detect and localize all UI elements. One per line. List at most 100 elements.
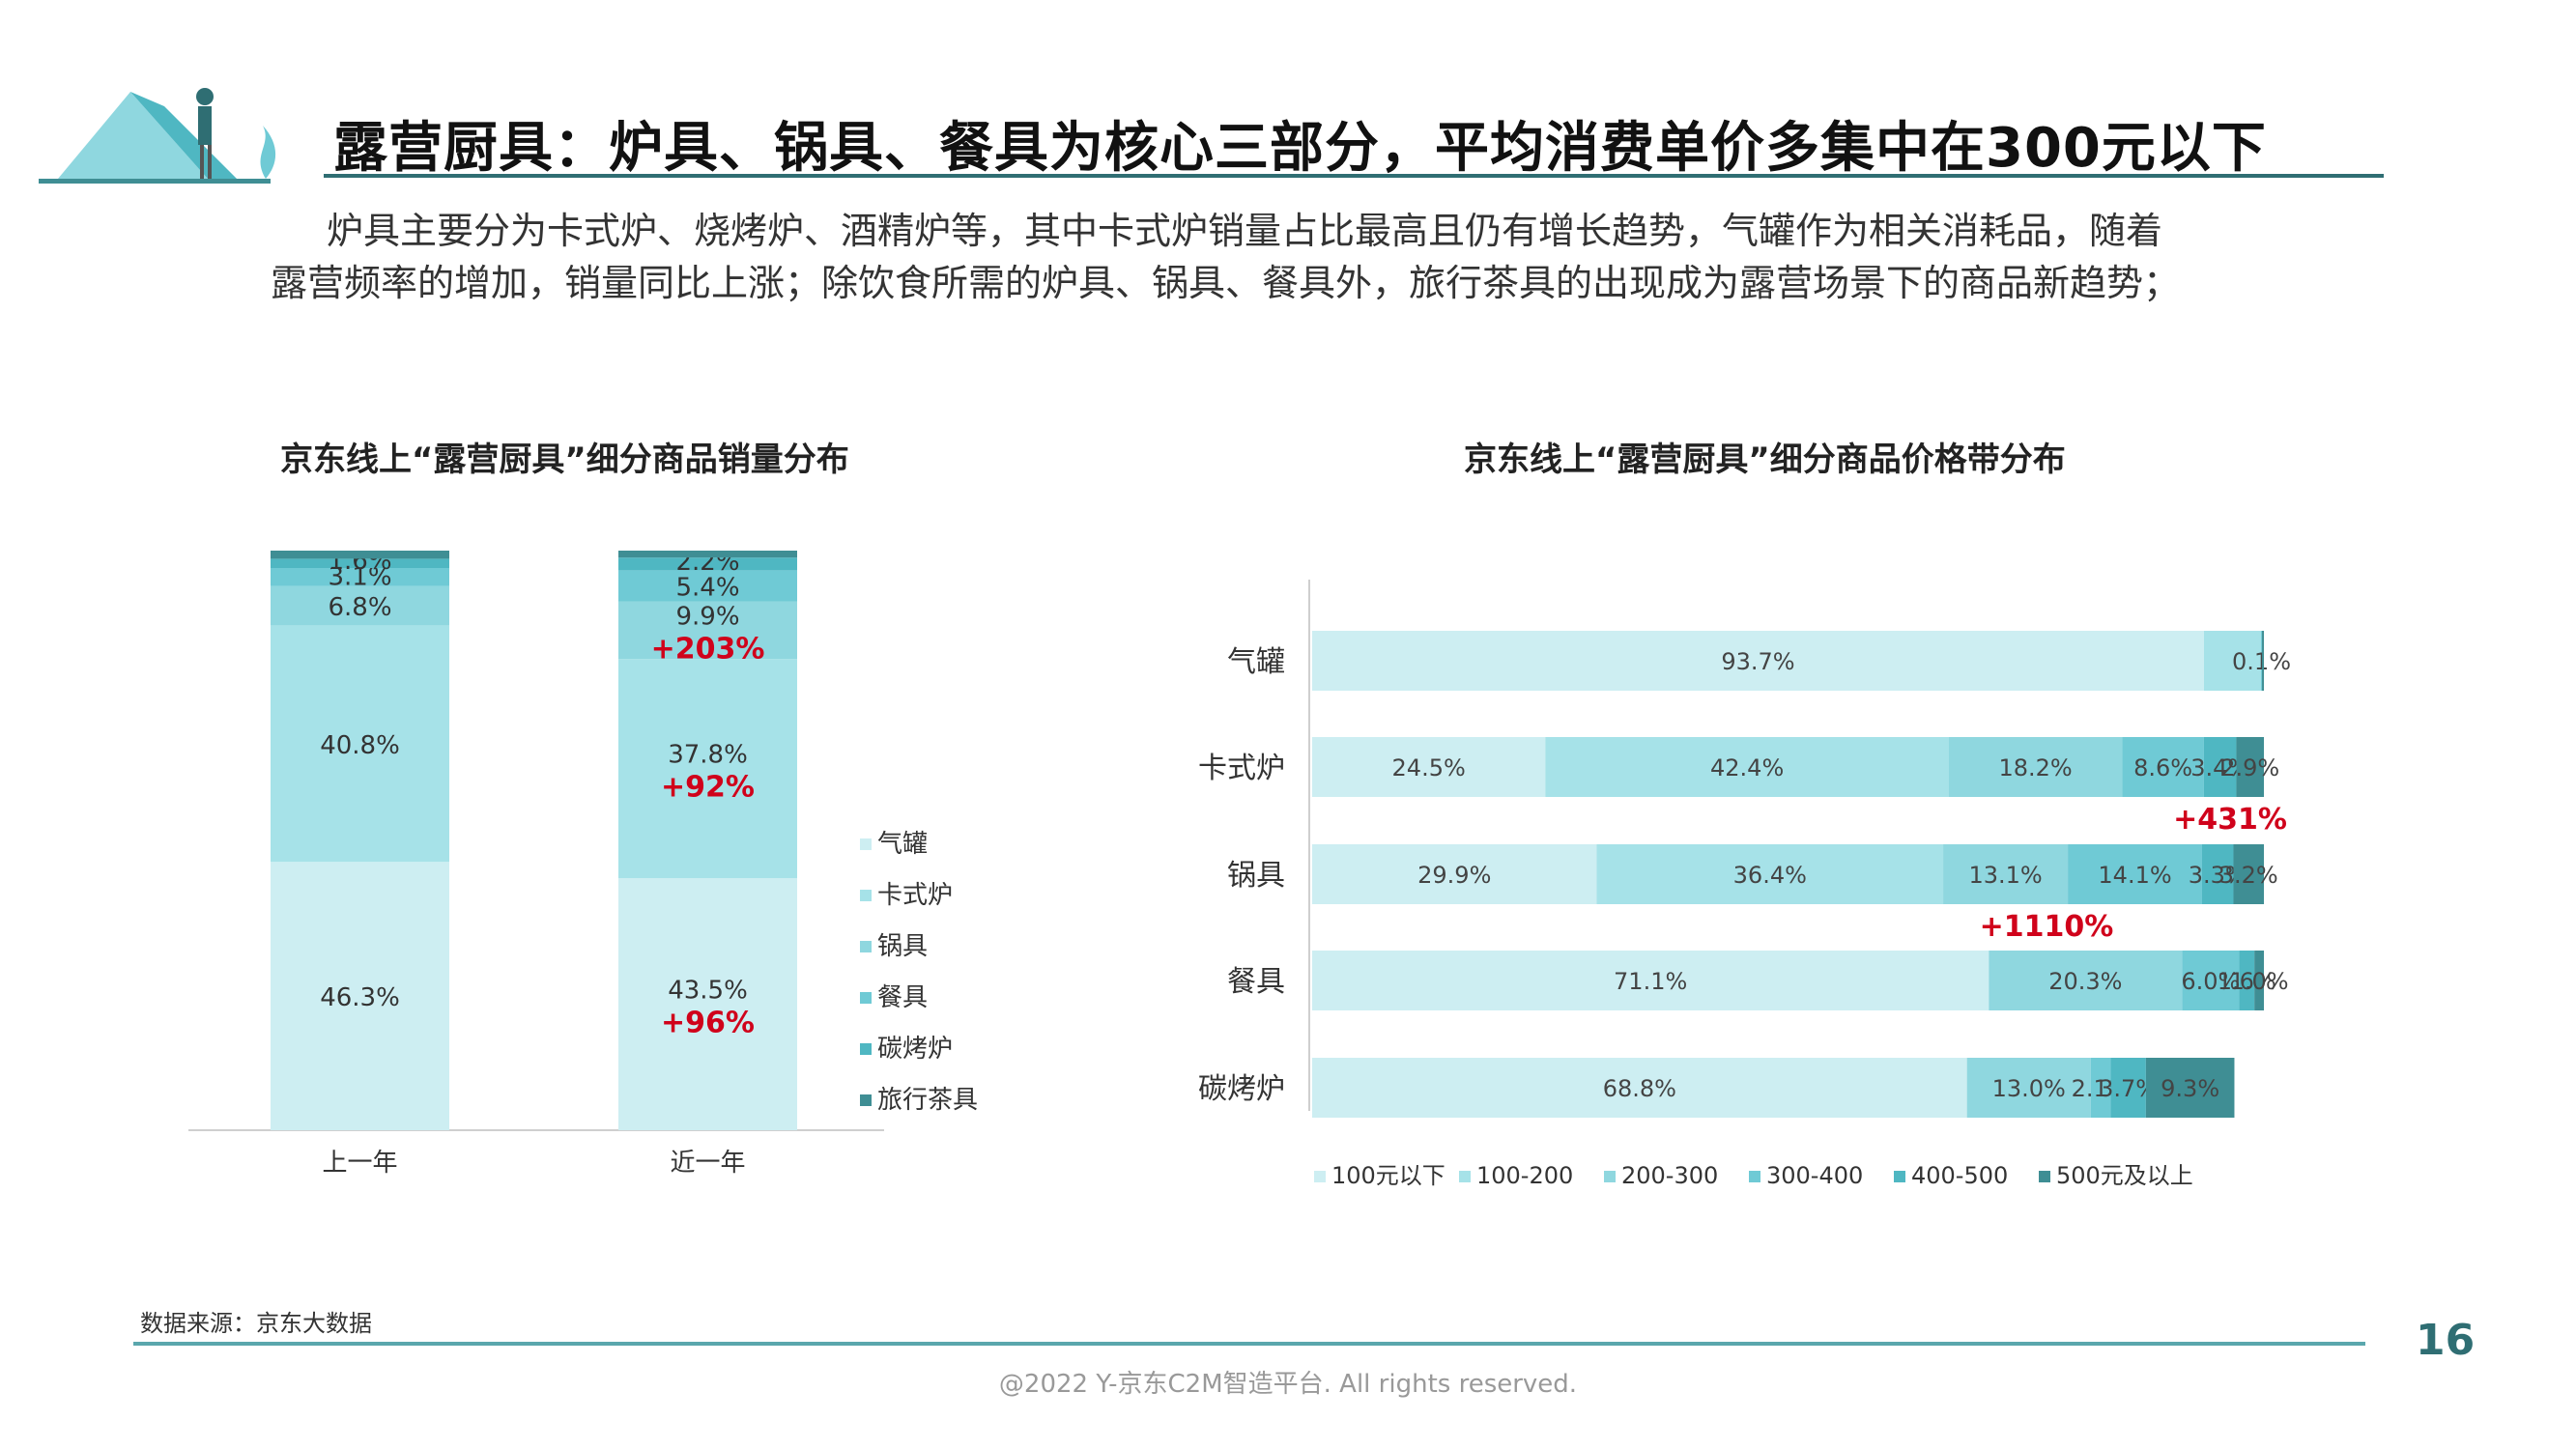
data-label: 13.0% xyxy=(1992,1075,2066,1102)
bar-segment xyxy=(618,551,797,558)
page-number: 16 xyxy=(2416,1316,2476,1365)
bar-segment xyxy=(2090,1058,2111,1118)
legend-swatch xyxy=(1459,1171,1471,1182)
legend-label: 100元以下 xyxy=(1331,1162,1445,1189)
legend-swatch xyxy=(860,890,872,901)
legend-swatch xyxy=(860,1094,872,1106)
sales-distribution-chart: 46.3%40.8%6.8%3.1%1.6%上一年43.5%+96%37.8%+… xyxy=(188,551,978,1178)
bar-segment xyxy=(1312,737,1546,797)
growth-annotation: +1110% xyxy=(1980,910,2114,944)
data-label: 6.8% xyxy=(328,593,391,622)
bar-segment xyxy=(2254,951,2264,1010)
bar-segment xyxy=(2239,951,2255,1010)
bar-segment xyxy=(618,557,797,571)
y-tick-label: 气罐 xyxy=(1227,645,1285,679)
data-label: 40.8% xyxy=(320,731,400,760)
data-label: 5.4% xyxy=(675,574,739,603)
data-label: 68.8% xyxy=(1603,1075,1676,1102)
footer-divider xyxy=(133,1342,2365,1346)
data-label: 20.3% xyxy=(2048,968,2122,995)
title-divider xyxy=(324,174,2384,178)
data-label: 43.5% xyxy=(668,977,748,1006)
data-label: 2.9% xyxy=(2220,754,2279,781)
bar-segment xyxy=(2203,737,2237,797)
data-label: 9.9% xyxy=(675,603,739,632)
bar-segment xyxy=(2122,737,2204,797)
bar-segment xyxy=(1966,1058,2091,1118)
price-band-chart: 气罐 93.7% 0.1%卡式炉 24.5% 42.4% 18.2% 8.6%3.4%2.9… xyxy=(1198,580,2291,1189)
bar-segment xyxy=(618,659,797,878)
bar-segment xyxy=(2203,631,2262,691)
legend-label: 气罐 xyxy=(877,830,928,859)
data-label: 18.2% xyxy=(1998,754,2072,781)
bar-segment xyxy=(271,625,449,863)
legend-swatch xyxy=(860,1043,872,1055)
data-label: 42.4% xyxy=(1710,754,1784,781)
data-label: 71.1% xyxy=(1614,968,1687,995)
bar-segment xyxy=(2110,1058,2146,1118)
bar-segment xyxy=(2236,737,2264,797)
bar-segment xyxy=(1312,844,1597,904)
data-label: 24.5% xyxy=(1392,754,1466,781)
bar-segment xyxy=(1989,951,2183,1010)
bar-segment xyxy=(618,601,797,660)
bar-segment xyxy=(1545,737,1949,797)
sales-chart-title: 京东线上“露营厨具”细分商品销量分布 xyxy=(280,440,849,479)
y-tick-label: 餐具 xyxy=(1227,965,1285,999)
legend-swatch xyxy=(1749,1171,1760,1182)
data-label: 14.1% xyxy=(2098,862,2171,889)
data-label: 13.1% xyxy=(1968,862,2042,889)
bar-segment xyxy=(2145,1058,2235,1118)
data-label: 1.0% xyxy=(2230,968,2289,995)
data-label: 93.7% xyxy=(1721,648,1794,675)
legend-swatch xyxy=(860,992,872,1004)
legend-swatch xyxy=(1314,1171,1326,1182)
price-chart-title: 京东线上“露营厨具”细分商品价格带分布 xyxy=(1464,440,2066,479)
legend-label: 卡式炉 xyxy=(877,881,953,910)
camping-illustration xyxy=(39,39,280,193)
bar-segment xyxy=(1596,844,1944,904)
growth-annotation: +431% xyxy=(2173,803,2287,837)
data-label: 3.2% xyxy=(2219,862,2278,889)
bar-segment xyxy=(271,585,449,626)
bar-segment xyxy=(2262,631,2264,691)
legend-swatch xyxy=(860,941,872,952)
legend-label: 旅行茶具 xyxy=(877,1086,978,1115)
bar-segment xyxy=(271,558,449,568)
bar-segment xyxy=(2068,844,2202,904)
page-title: 露营厨具：炉具、锅具、餐具为核心三部分，平均消费单价多集中在300元以下 xyxy=(333,117,2267,180)
legend-label: 400-500 xyxy=(1911,1162,2008,1189)
bar-segment xyxy=(1943,844,2069,904)
y-tick-label: 锅具 xyxy=(1227,859,1285,893)
bar-segment xyxy=(1948,737,2123,797)
data-label: 0.1% xyxy=(2232,648,2291,675)
description-line: 炉具主要分为卡式炉、烧烤炉、酒精炉等，其中卡式炉销量占比最高且仍有增长趋势，气罐… xyxy=(327,210,2163,252)
data-label: 29.9% xyxy=(1417,862,1491,889)
y-tick-label: 碳烤炉 xyxy=(1198,1072,1285,1106)
x-tick-label: 近一年 xyxy=(670,1149,745,1178)
bar-segment xyxy=(271,568,449,586)
y-tick-label: 卡式炉 xyxy=(1198,752,1285,785)
bar-segment xyxy=(2233,844,2264,904)
legend-label: 餐具 xyxy=(877,983,928,1012)
legend-swatch xyxy=(860,838,872,850)
bar-segment xyxy=(271,551,449,559)
legend-label: 300-400 xyxy=(1766,1162,1863,1189)
legend-swatch xyxy=(2039,1171,2050,1182)
bar-segment xyxy=(618,878,797,1130)
bar-segment xyxy=(1312,1058,1967,1118)
bar-segment xyxy=(618,570,797,602)
legend-label: 锅具 xyxy=(877,932,928,961)
data-label: 46.3% xyxy=(320,983,400,1012)
legend-label: 100-200 xyxy=(1476,1162,1573,1189)
description-line: 露营频率的增加，销量同比上涨；除饮食所需的炉具、锅具、餐具外，旅行茶具的出现成为… xyxy=(271,262,2181,304)
growth-annotation: +96% xyxy=(661,1007,755,1040)
legend-swatch xyxy=(1604,1171,1616,1182)
bar-segment xyxy=(2182,951,2240,1010)
bar-segment xyxy=(2261,631,2263,691)
data-source: 数据来源：京东大数据 xyxy=(140,1310,372,1337)
data-label: 36.4% xyxy=(1733,862,1807,889)
copyright: @2022 Y-京东C2M智造平台. All rights reserved. xyxy=(998,1370,1578,1399)
data-label: 1.6% xyxy=(2218,968,2276,995)
bar-segment xyxy=(2201,844,2234,904)
